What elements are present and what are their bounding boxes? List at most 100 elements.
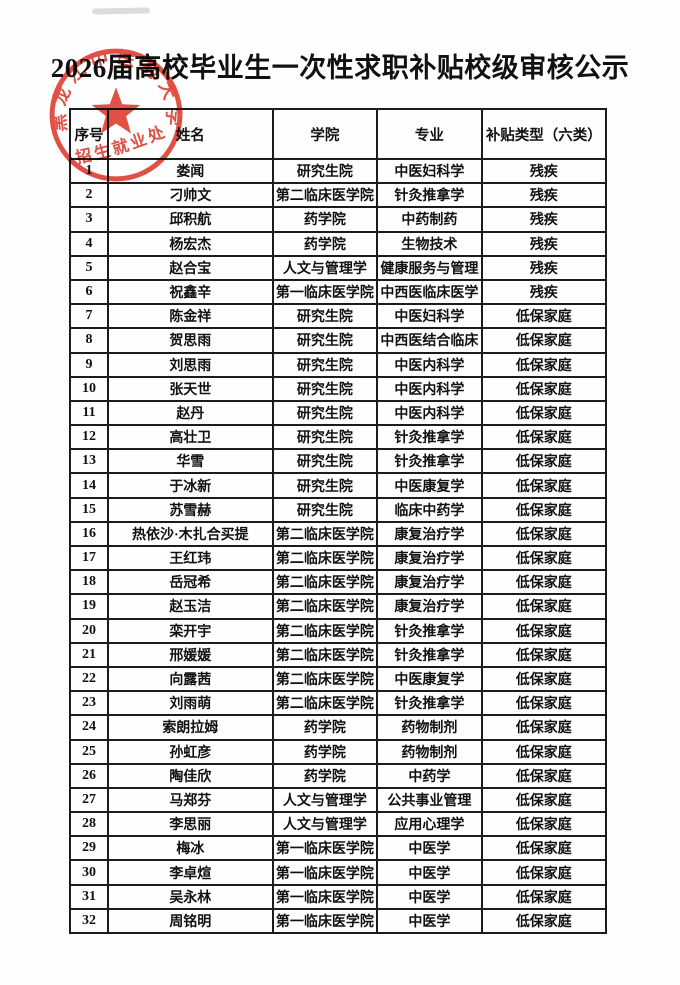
- table-row: 17 王红玮 第二临床医学院 康复治疗学 低保家庭: [68, 544, 608, 572]
- cell-college: 药学院: [271, 206, 379, 233]
- cell-major: 针灸推拿学: [376, 448, 483, 475]
- table-row: 22 向露茜 第二临床医学院 中医康复学 低保家庭: [68, 665, 608, 693]
- cell-name: 吴永林: [107, 883, 274, 910]
- cell-major: 中医学: [376, 859, 483, 886]
- cell-college: 研究生院: [271, 327, 379, 354]
- cell-subsidy-type: 低保家庭: [480, 424, 608, 451]
- cell-college: 第二临床医学院: [271, 641, 379, 668]
- table-row: 27 马郑芬 人文与管理学 公共事业管理 低保家庭: [68, 786, 608, 814]
- cell-subsidy-type: 低保家庭: [480, 665, 608, 693]
- cell-college: 第二临床医学院: [271, 665, 379, 693]
- table-row: 8 贺思雨 研究生院 中西医结合临床 低保家庭: [68, 327, 608, 354]
- cell-name: 华雪: [107, 448, 274, 475]
- cell-number: 15: [68, 496, 110, 523]
- cell-subsidy-type: 残疾: [480, 278, 608, 306]
- cell-subsidy-type: 残疾: [480, 254, 608, 281]
- cell-subsidy-type: 低保家庭: [480, 641, 608, 668]
- cell-college: 研究生院: [271, 424, 379, 451]
- table-row: 3 邱积航 药学院 中药制药 残疾: [68, 206, 608, 233]
- cell-number: 24: [68, 714, 110, 741]
- cell-college: 人文与管理学: [271, 811, 379, 838]
- cell-subsidy-type: 低保家庭: [480, 351, 608, 378]
- header-number: 序号: [68, 108, 110, 160]
- cell-number: 17: [68, 544, 110, 572]
- table-row: 7 陈金祥 研究生院 中医妇科学 低保家庭: [68, 303, 608, 330]
- table-row: 15 苏雪赫 研究生院 临床中药学 低保家庭: [68, 496, 608, 523]
- cell-college: 第二临床医学院: [271, 520, 379, 548]
- cell-number: 11: [68, 399, 110, 427]
- cell-name: 王红玮: [107, 544, 274, 572]
- cell-college: 第二临床医学院: [271, 182, 379, 209]
- cell-major: 中医妇科学: [376, 157, 483, 185]
- table-row: 23 刘雨萌 第二临床医学院 针灸推拿学 低保家庭: [68, 690, 608, 717]
- cell-college: 药学院: [271, 738, 379, 765]
- cell-subsidy-type: 低保家庭: [480, 883, 608, 910]
- cell-subsidy-type: 低保家庭: [480, 690, 608, 717]
- table-row: 30 李卓煊 第一临床医学院 中医学 低保家庭: [68, 859, 608, 886]
- cell-subsidy-type: 低保家庭: [480, 327, 608, 354]
- cell-major: 中医内科学: [376, 399, 483, 427]
- table-row: 28 李思丽 人文与管理学 应用心理学 低保家庭: [68, 811, 608, 838]
- table-row: 26 陶佳欣 药学院 中药学 低保家庭: [68, 762, 608, 789]
- cell-subsidy-type: 低保家庭: [480, 593, 608, 620]
- header-college: 学院: [271, 108, 379, 160]
- cell-number: 25: [68, 738, 110, 765]
- cell-college: 药学院: [271, 714, 379, 741]
- table-row: 24 索朗拉姆 药学院 药物制剂 低保家庭: [68, 714, 608, 741]
- table-body: 1 娄闻 研究生院 中医妇科学 残疾 2 刁帅文 第二临床医学院 针灸推拿学 残疾 3 邱积航 药学院中…: [68, 157, 608, 935]
- cell-number: 26: [68, 762, 110, 789]
- cell-name: 于冰新: [107, 472, 274, 499]
- cell-major: 药物制剂: [376, 738, 483, 765]
- cell-name: 栾开宇: [107, 617, 274, 644]
- cell-number: 5: [68, 254, 110, 281]
- cell-name: 邢媛媛: [107, 641, 274, 668]
- cell-subsidy-type: 残疾: [480, 157, 608, 185]
- cell-number: 16: [68, 520, 110, 548]
- cell-major: 中医康复学: [376, 665, 483, 693]
- cell-major: 康复治疗学: [376, 569, 483, 596]
- cell-major: 生物技术: [376, 230, 483, 257]
- cell-major: 健康服务与管理: [376, 254, 483, 281]
- cell-subsidy-type: 低保家庭: [480, 811, 608, 838]
- cell-name: 杨宏杰: [107, 230, 274, 257]
- table-row: 19 赵玉洁 第二临床医学院 康复治疗学 低保家庭: [68, 593, 608, 620]
- cell-number: 29: [68, 835, 110, 862]
- table-row: 10 张天世 研究生院 中医内科学 低保家庭: [68, 375, 608, 402]
- cell-college: 第二临床医学院: [271, 544, 379, 572]
- cell-subsidy-type: 低保家庭: [480, 907, 608, 935]
- cell-major: 康复治疗学: [376, 593, 483, 620]
- cell-name: 赵合宝: [107, 254, 274, 281]
- cell-number: 7: [68, 303, 110, 330]
- cell-subsidy-type: 低保家庭: [480, 714, 608, 741]
- table-row: 4 杨宏杰 药学院 生物技术 残疾: [68, 230, 608, 257]
- table-row: 14 于冰新 研究生院 中医康复学 低保家庭: [68, 472, 608, 499]
- cell-number: 12: [68, 424, 110, 451]
- cell-number: 2: [68, 182, 110, 209]
- cell-college: 第二临床医学院: [271, 593, 379, 620]
- table-row: 20 栾开宇 第二临床医学院 针灸推拿学 低保家庭: [68, 617, 608, 644]
- table-header-row: 序号 姓名 学院 专业 补贴类型（六类）: [68, 108, 608, 160]
- cell-major: 中医妇科学: [376, 303, 483, 330]
- cell-college: 药学院: [271, 762, 379, 789]
- cell-college: 第一临床医学院: [271, 835, 379, 862]
- cell-number: 22: [68, 665, 110, 693]
- cell-name: 热依沙·木扎合买提: [107, 520, 274, 548]
- cell-number: 30: [68, 859, 110, 886]
- cell-college: 药学院: [271, 230, 379, 257]
- cell-name: 马郑芬: [107, 786, 274, 814]
- cell-subsidy-type: 残疾: [480, 206, 608, 233]
- cell-name: 李卓煊: [107, 859, 274, 886]
- cell-name: 祝鑫辛: [107, 278, 274, 306]
- cell-major: 针灸推拿学: [376, 182, 483, 209]
- subsidy-table: 序号 姓名 学院 专业 补贴类型（六类） 1 娄闻 研究生院 中医妇科学 残疾 2 刁帅文第…: [68, 108, 608, 935]
- cell-name: 岳冠希: [107, 569, 274, 596]
- cell-number: 14: [68, 472, 110, 499]
- cell-major: 中医内科学: [376, 375, 483, 402]
- cell-name: 陶佳欣: [107, 762, 274, 789]
- cell-major: 临床中药学: [376, 496, 483, 523]
- cell-major: 公共事业管理: [376, 786, 483, 814]
- table-row: 1 娄闻 研究生院 中医妇科学 残疾: [68, 157, 608, 185]
- cell-number: 6: [68, 278, 110, 306]
- cell-major: 中药学: [376, 762, 483, 789]
- cell-subsidy-type: 残疾: [480, 182, 608, 209]
